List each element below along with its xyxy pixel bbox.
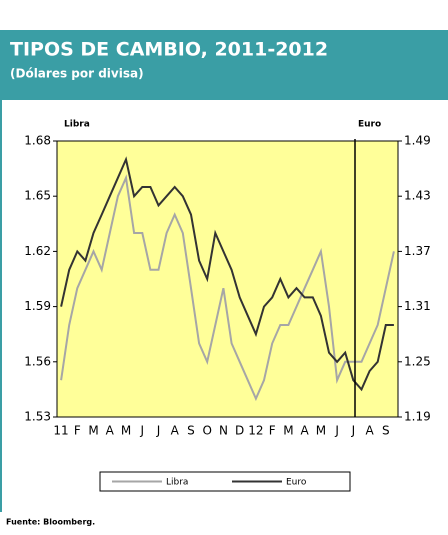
y-tick-label: 1.59	[24, 299, 51, 313]
x-tick-label: S	[187, 424, 195, 438]
legend-box	[99, 471, 351, 492]
x-tick-label: J	[156, 424, 161, 438]
y-tick-label: 1.62	[24, 244, 51, 258]
x-tick-label: M	[121, 424, 131, 438]
x-tick-label: O	[202, 424, 211, 438]
x-tick-label: J	[139, 424, 144, 438]
x-tick-label: J	[351, 424, 356, 438]
legend-label: Euro	[286, 478, 307, 488]
plot-area	[56, 140, 399, 418]
x-tick-label: 12	[248, 424, 263, 438]
series-line	[60, 174, 395, 402]
y2-tick-label: 1.37	[404, 244, 431, 258]
y-tick-label: 1.56	[24, 354, 51, 368]
x-tick-label: S	[382, 424, 390, 438]
x-tick-label: F	[269, 424, 276, 438]
x-tick-label: F	[74, 424, 81, 438]
y2-tick-label: 1.31	[404, 299, 431, 313]
x-tick-label: D	[235, 424, 244, 438]
chart-subtitle: (Dólares por divisa)	[10, 67, 144, 81]
y2-tick-label: 1.19	[404, 410, 431, 424]
legend-label: Libra	[166, 478, 188, 488]
chart-title: TIPOS DE CAMBIO, 2011-2012	[10, 39, 328, 61]
x-tick-label: M	[88, 424, 98, 438]
y-axis-label: Libra	[64, 120, 90, 130]
x-tick-label: A	[365, 424, 374, 438]
x-tick-label: A	[301, 424, 310, 438]
y2-axis-label: Euro	[358, 120, 381, 130]
x-tick-label: M	[316, 424, 326, 438]
y-tick-label: 1.65	[24, 189, 51, 203]
x-tick-label: M	[283, 424, 293, 438]
x-tick-label: N	[219, 424, 228, 438]
x-tick-label: J	[334, 424, 339, 438]
x-tick-label: A	[106, 424, 115, 438]
y2-tick-label: 1.43	[404, 189, 431, 203]
header-band	[0, 30, 448, 100]
y-tick-label: 1.68	[24, 134, 51, 148]
x-tick-label: 11	[53, 424, 68, 438]
source-note: Fuente: Bloomberg.	[6, 518, 95, 527]
series-line	[60, 156, 394, 392]
x-tick-label: A	[171, 424, 180, 438]
y2-tick-label: 1.49	[404, 134, 431, 148]
y2-tick-label: 1.25	[404, 354, 431, 368]
y-tick-label: 1.53	[24, 410, 51, 424]
